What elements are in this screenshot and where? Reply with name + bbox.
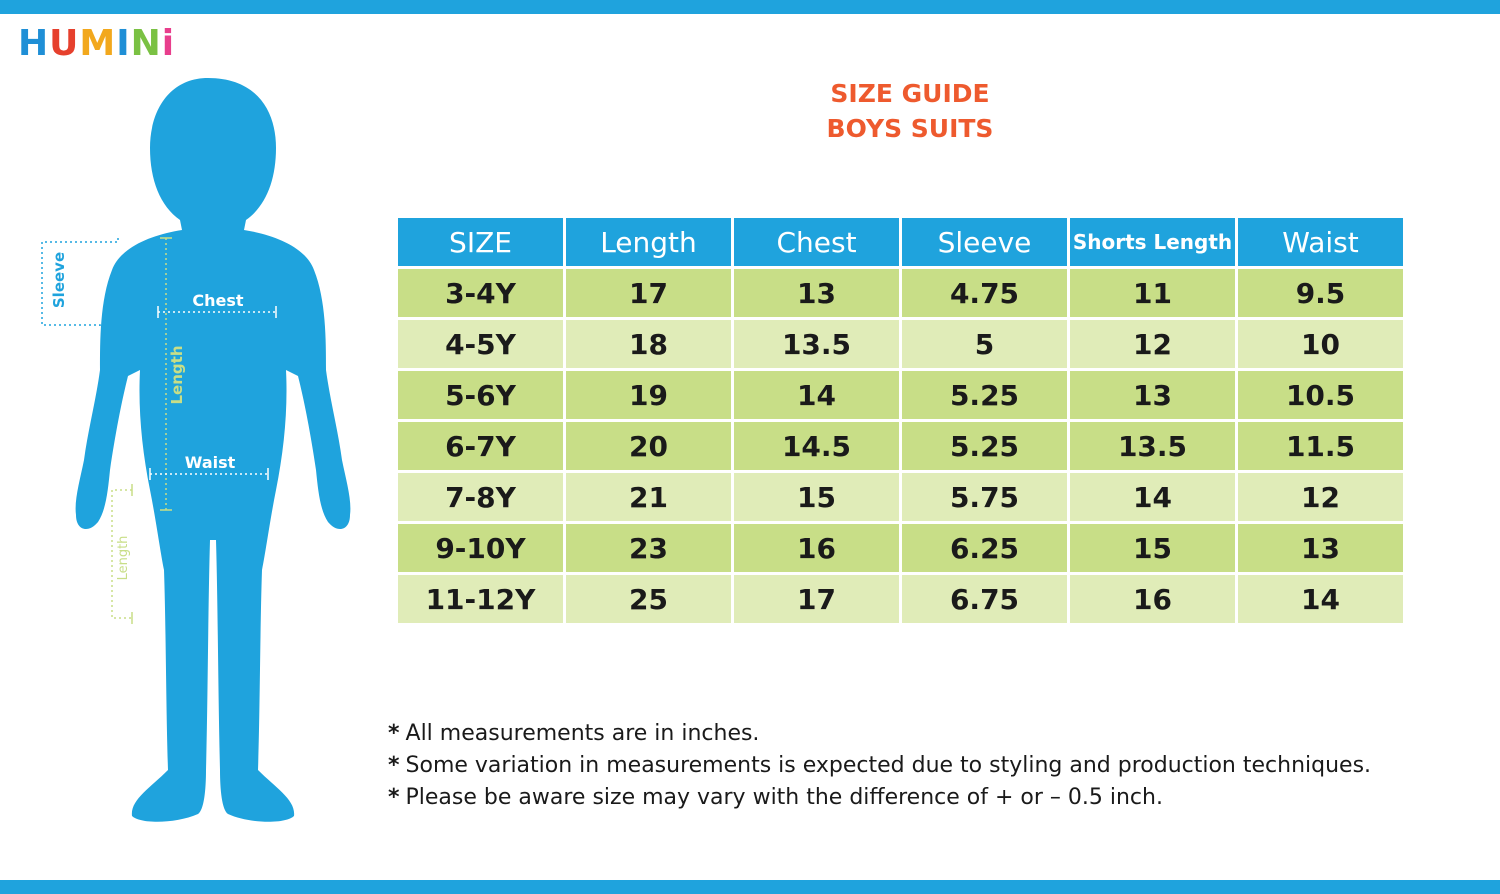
table-cell: 5-6Y [398, 371, 563, 419]
table-cell: 13.5 [1070, 422, 1235, 470]
table-cell: 12 [1238, 473, 1403, 521]
brand-logo: H U M I N i [18, 22, 175, 64]
table-cell: 13.5 [734, 320, 899, 368]
note-marker: * [388, 753, 400, 778]
table-cell: 19 [566, 371, 731, 419]
column-header-sleeve: Sleeve [902, 218, 1067, 266]
note-item: * Some variation in measurements is expec… [388, 750, 1371, 782]
table-cell: 18 [566, 320, 731, 368]
table-cell: 17 [734, 575, 899, 623]
table-cell: 5.25 [902, 422, 1067, 470]
table-cell: 11 [1070, 269, 1235, 317]
table-row: 11-12Y 25 17 6.75 16 14 [398, 575, 1403, 623]
table-cell: 6-7Y [398, 422, 563, 470]
logo-letter: U [49, 23, 80, 64]
logo-letter: N [130, 23, 162, 64]
logo-letter: M [79, 23, 117, 64]
table-cell: 23 [566, 524, 731, 572]
table-cell: 5.25 [902, 371, 1067, 419]
note-marker: * [388, 785, 400, 810]
page-title: SIZE GUIDE [830, 79, 990, 108]
note-item: * All measurements are in inches. [388, 718, 1371, 750]
table-cell: 16 [734, 524, 899, 572]
table-cell: 14 [734, 371, 899, 419]
table-cell: 13 [1238, 524, 1403, 572]
table-cell: 12 [1070, 320, 1235, 368]
bottom-accent-bar [0, 880, 1500, 894]
table-cell: 3-4Y [398, 269, 563, 317]
top-accent-bar [0, 0, 1500, 14]
table-cell: 6.75 [902, 575, 1067, 623]
measurement-notes: * All measurements are in inches. * Some v… [388, 718, 1371, 814]
table-row: 4-5Y 18 13.5 5 12 10 [398, 320, 1403, 368]
table-cell: 11-12Y [398, 575, 563, 623]
note-text: Some variation in measurements is expect… [405, 753, 1372, 778]
table-cell: 14 [1238, 575, 1403, 623]
note-item: * Please be aware size may vary with the … [388, 782, 1371, 814]
table-row: 5-6Y 19 14 5.25 13 10.5 [398, 371, 1403, 419]
table-header-row: SIZE Length Chest Sleeve Shorts Length W… [398, 218, 1403, 266]
note-marker: * [388, 721, 400, 746]
table-cell: 13 [1070, 371, 1235, 419]
table-row: 9-10Y 23 16 6.25 15 13 [398, 524, 1403, 572]
size-chart-table: SIZE Length Chest Sleeve Shorts Length W… [395, 215, 1406, 626]
table-cell: 21 [566, 473, 731, 521]
shorts-length-guide-line [111, 489, 132, 619]
table-cell: 9.5 [1238, 269, 1403, 317]
chest-label: Chest [192, 291, 244, 310]
table-cell: 14.5 [734, 422, 899, 470]
length-label: Length [168, 346, 186, 405]
table-cell: 5.75 [902, 473, 1067, 521]
logo-letter: I [116, 23, 131, 64]
table-cell: 11.5 [1238, 422, 1403, 470]
table-cell: 17 [566, 269, 731, 317]
note-text: All measurements are in inches. [405, 721, 760, 746]
table-row: 3-4Y 17 13 4.75 11 9.5 [398, 269, 1403, 317]
sleeve-guide-line [41, 238, 119, 328]
column-header-size: SIZE [398, 218, 563, 266]
page-subtitle: BOYS SUITS [826, 114, 994, 143]
table-cell: 14 [1070, 473, 1235, 521]
table-row: 6-7Y 20 14.5 5.25 13.5 11.5 [398, 422, 1403, 470]
shorts-length-label: Length [116, 536, 131, 581]
column-header-length: Length [566, 218, 731, 266]
column-header-chest: Chest [734, 218, 899, 266]
sleeve-label: Sleeve [50, 252, 68, 308]
logo-letter: H [18, 23, 50, 64]
table-cell: 10.5 [1238, 371, 1403, 419]
table-cell: 6.25 [902, 524, 1067, 572]
title-block: SIZE GUIDE BOYS SUITS [760, 76, 1060, 146]
table-cell: 15 [734, 473, 899, 521]
table-cell: 25 [566, 575, 731, 623]
child-silhouette [75, 78, 351, 822]
column-header-waist: Waist [1238, 218, 1403, 266]
column-header-shorts-length: Shorts Length [1070, 218, 1235, 266]
table-cell: 7-8Y [398, 473, 563, 521]
table-cell: 4.75 [902, 269, 1067, 317]
note-text: Please be aware size may vary with the d… [405, 785, 1163, 810]
table-cell: 15 [1070, 524, 1235, 572]
table-row: 7-8Y 21 15 5.75 14 12 [398, 473, 1403, 521]
table-cell: 16 [1070, 575, 1235, 623]
table-cell: 20 [566, 422, 731, 470]
logo-letter: i [161, 23, 176, 64]
table-cell: 9-10Y [398, 524, 563, 572]
child-figure-illustration: Sleeve Chest Length Waist Length [41, 78, 351, 822]
table-cell: 4-5Y [398, 320, 563, 368]
waist-label: Waist [185, 453, 236, 472]
table-cell: 13 [734, 269, 899, 317]
table-cell: 5 [902, 320, 1067, 368]
table-cell: 10 [1238, 320, 1403, 368]
